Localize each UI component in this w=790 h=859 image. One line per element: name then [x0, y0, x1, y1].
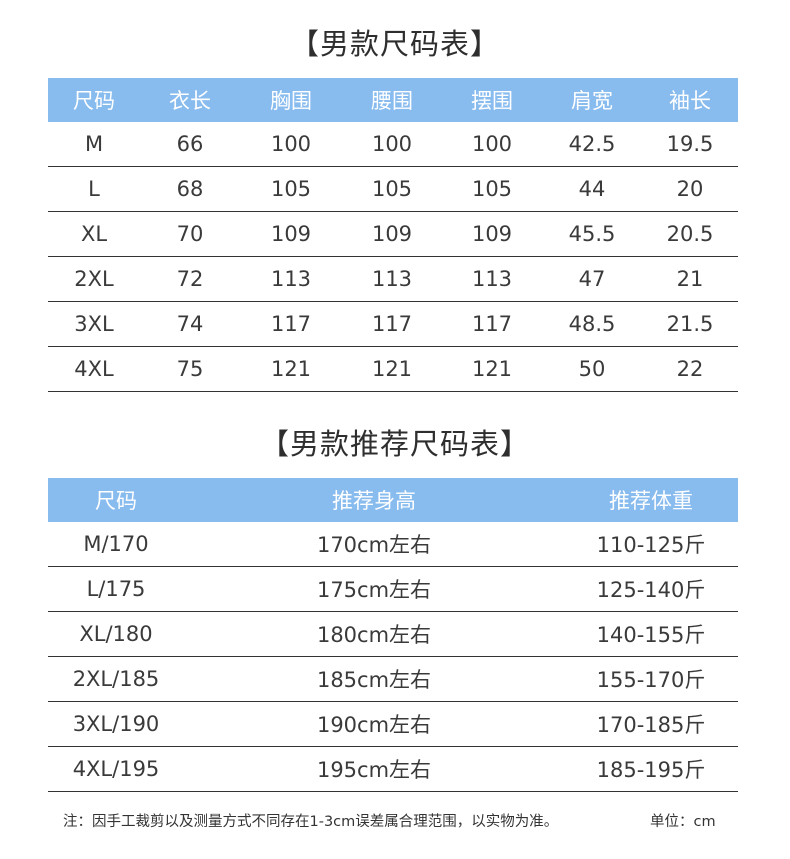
- cell-size: XL: [48, 211, 140, 257]
- cell-size: 4XL/195: [48, 746, 184, 792]
- cell-waist: 121: [342, 346, 442, 392]
- cell-sleeve: 20.5: [642, 211, 738, 257]
- cell-size: L/175: [48, 566, 184, 612]
- cell-hem: 109: [442, 211, 542, 257]
- header-height: 推荐身高: [184, 478, 564, 522]
- cell-chest: 105: [240, 166, 342, 212]
- cell-height: 180cm左右: [184, 611, 564, 657]
- cell-shoulder: 48.5: [542, 301, 642, 347]
- header-size: 尺码: [48, 78, 140, 122]
- cell-height: 185cm左右: [184, 656, 564, 702]
- header-shoulder: 肩宽: [542, 78, 642, 122]
- header-waist: 腰围: [342, 78, 442, 122]
- header-chest: 胸围: [240, 78, 342, 122]
- footnote: 注：因手工裁剪以及测量方式不同存在1-3cm误差属合理范围，以实物为准。 单位：…: [63, 810, 716, 831]
- cell-hem: 100: [442, 122, 542, 167]
- cell-size: L: [48, 166, 140, 212]
- cell-weight: 170-185斤: [564, 701, 738, 747]
- cell-length: 70: [140, 211, 240, 257]
- size-chart-table: 尺码 衣长 胸围 腰围 摆围 肩宽 袖长 M 66 100 100 100 42…: [48, 78, 738, 392]
- cell-shoulder: 45.5: [542, 211, 642, 257]
- table-row: 2XL 72 113 113 113 47 21: [48, 256, 738, 302]
- size-chart-header-row: 尺码 衣长 胸围 腰围 摆围 肩宽 袖长: [48, 78, 738, 122]
- header-length: 衣长: [140, 78, 240, 122]
- cell-size: M/170: [48, 522, 184, 567]
- cell-shoulder: 42.5: [542, 122, 642, 167]
- cell-sleeve: 20: [642, 166, 738, 212]
- cell-waist: 117: [342, 301, 442, 347]
- table-row: XL/180 180cm左右 140-155斤: [48, 611, 738, 657]
- cell-size: 3XL: [48, 301, 140, 347]
- cell-hem: 121: [442, 346, 542, 392]
- cell-length: 72: [140, 256, 240, 302]
- cell-shoulder: 50: [542, 346, 642, 392]
- cell-waist: 100: [342, 122, 442, 167]
- cell-chest: 121: [240, 346, 342, 392]
- recommend-chart-header-row: 尺码 推荐身高 推荐体重: [48, 478, 738, 522]
- cell-size: 4XL: [48, 346, 140, 392]
- table-row: 2XL/185 185cm左右 155-170斤: [48, 656, 738, 702]
- cell-hem: 113: [442, 256, 542, 302]
- cell-length: 74: [140, 301, 240, 347]
- cell-length: 75: [140, 346, 240, 392]
- cell-sleeve: 21: [642, 256, 738, 302]
- cell-sleeve: 22: [642, 346, 738, 392]
- table-row: XL 70 109 109 109 45.5 20.5: [48, 211, 738, 257]
- cell-size: 2XL/185: [48, 656, 184, 702]
- cell-hem: 105: [442, 166, 542, 212]
- header-size: 尺码: [48, 478, 184, 522]
- table-row: L 68 105 105 105 44 20: [48, 166, 738, 212]
- recommend-chart-table: 尺码 推荐身高 推荐体重 M/170 170cm左右 110-125斤 L/17…: [48, 478, 738, 792]
- cell-chest: 117: [240, 301, 342, 347]
- cell-weight: 110-125斤: [564, 522, 738, 567]
- table-row: 4XL/195 195cm左右 185-195斤: [48, 746, 738, 792]
- cell-sleeve: 19.5: [642, 122, 738, 167]
- cell-size: 2XL: [48, 256, 140, 302]
- header-sleeve: 袖长: [642, 78, 738, 122]
- cell-weight: 125-140斤: [564, 566, 738, 612]
- cell-height: 195cm左右: [184, 746, 564, 792]
- cell-waist: 105: [342, 166, 442, 212]
- cell-size: XL/180: [48, 611, 184, 657]
- table-row: L/175 175cm左右 125-140斤: [48, 566, 738, 612]
- size-chart-title: 【男款尺码表】: [289, 27, 500, 61]
- cell-sleeve: 21.5: [642, 301, 738, 347]
- cell-hem: 117: [442, 301, 542, 347]
- table-row: 3XL 74 117 117 117 48.5 21.5: [48, 301, 738, 347]
- recommend-chart-title: 【男款推荐尺码表】: [259, 427, 530, 461]
- cell-size: M: [48, 122, 140, 167]
- cell-waist: 109: [342, 211, 442, 257]
- cell-size: 3XL/190: [48, 701, 184, 747]
- cell-waist: 113: [342, 256, 442, 302]
- table-row: M/170 170cm左右 110-125斤: [48, 522, 738, 567]
- table-row: 4XL 75 121 121 121 50 22: [48, 346, 738, 392]
- cell-length: 66: [140, 122, 240, 167]
- cell-height: 170cm左右: [184, 522, 564, 567]
- cell-chest: 100: [240, 122, 342, 167]
- header-hem: 摆围: [442, 78, 542, 122]
- footnote-text: 注：因手工裁剪以及测量方式不同存在1-3cm误差属合理范围，以实物为准。: [63, 814, 559, 830]
- table-row: M 66 100 100 100 42.5 19.5: [48, 122, 738, 167]
- cell-height: 190cm左右: [184, 701, 564, 747]
- cell-shoulder: 44: [542, 166, 642, 212]
- cell-height: 175cm左右: [184, 566, 564, 612]
- cell-weight: 185-195斤: [564, 746, 738, 792]
- header-weight: 推荐体重: [564, 478, 738, 522]
- cell-chest: 109: [240, 211, 342, 257]
- cell-length: 68: [140, 166, 240, 212]
- table-row: 3XL/190 190cm左右 170-185斤: [48, 701, 738, 747]
- cell-chest: 113: [240, 256, 342, 302]
- cell-weight: 140-155斤: [564, 611, 738, 657]
- unit-label: 单位：cm: [650, 814, 716, 830]
- cell-shoulder: 47: [542, 256, 642, 302]
- cell-weight: 155-170斤: [564, 656, 738, 702]
